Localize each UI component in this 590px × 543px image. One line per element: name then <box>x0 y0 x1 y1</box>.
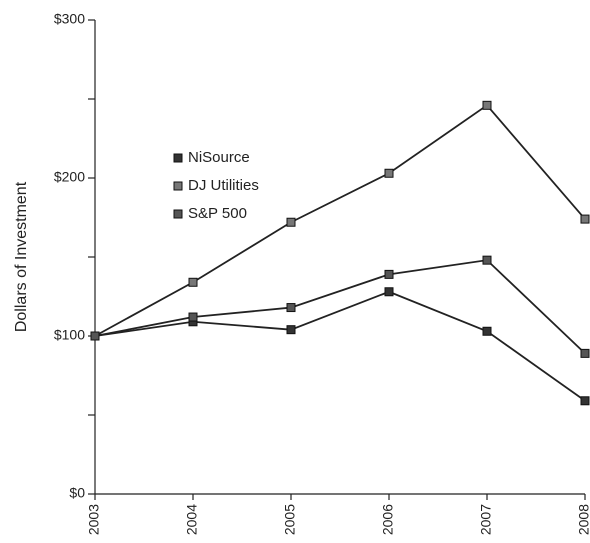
marker <box>580 396 590 406</box>
y-tick-label: $0 <box>69 485 85 501</box>
marker <box>482 100 492 110</box>
series-line <box>94 290 586 402</box>
legend-marker <box>173 153 183 163</box>
legend-label: NiSource <box>188 149 250 166</box>
series-line <box>94 104 586 337</box>
marker <box>90 331 100 341</box>
marker <box>188 277 198 287</box>
marker <box>188 312 198 322</box>
legend-marker <box>173 209 183 219</box>
marker <box>482 255 492 265</box>
marker <box>384 168 394 178</box>
x-tick-label: 2005 <box>282 504 298 535</box>
marker <box>286 325 296 335</box>
marker <box>286 217 296 227</box>
marker <box>482 326 492 336</box>
marker <box>286 303 296 313</box>
y-axis-label: Dollars of Investment <box>13 181 30 332</box>
marker <box>384 269 394 279</box>
marker <box>384 287 394 297</box>
x-tick-label: 2004 <box>184 504 200 535</box>
y-tick-label: $200 <box>54 169 85 185</box>
x-tick-label: 2007 <box>478 504 494 535</box>
marker <box>580 348 590 358</box>
x-tick-label: 2008 <box>576 504 590 535</box>
series-line <box>94 259 586 355</box>
y-tick-label: $100 <box>54 327 85 343</box>
x-tick-label: 2003 <box>86 504 102 535</box>
x-tick-label: 2006 <box>380 504 396 535</box>
legend-label: S&P 500 <box>188 205 247 222</box>
marker <box>580 214 590 224</box>
legend-marker <box>173 181 183 191</box>
y-tick-label: $300 <box>54 11 85 27</box>
legend-label: DJ Utilities <box>188 177 259 194</box>
